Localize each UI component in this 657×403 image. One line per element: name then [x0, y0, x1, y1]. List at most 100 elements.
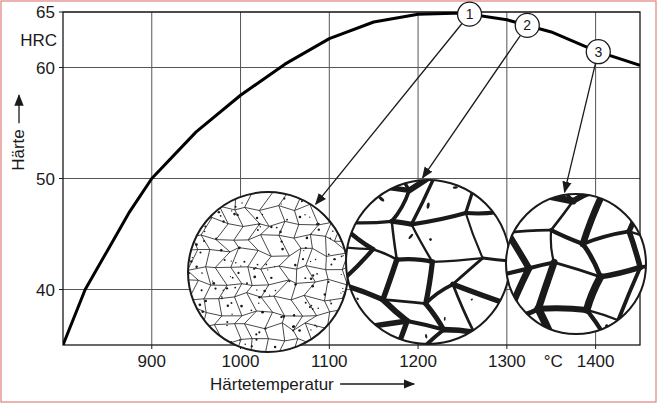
carbide-dot — [257, 229, 259, 231]
grain-boundary — [637, 356, 641, 391]
carbide — [470, 298, 473, 301]
carbide-dot — [274, 266, 275, 267]
grain-boundary — [412, 224, 433, 262]
grain-boundary — [469, 310, 508, 318]
carbide-dot — [264, 327, 266, 329]
carbide-dot — [310, 261, 311, 262]
grain-boundary — [583, 231, 629, 244]
grain-boundary — [339, 221, 392, 223]
carbide-dot — [222, 220, 224, 222]
grain-boundary — [466, 213, 483, 258]
grain-boundary — [432, 258, 482, 262]
grain-boundary — [453, 258, 483, 284]
grain-boundary — [319, 368, 356, 377]
carbide-dot — [274, 346, 276, 348]
carbide-dot — [251, 309, 253, 311]
carbide-dot — [314, 325, 316, 327]
carbide-dot — [231, 210, 232, 211]
carbide-dot — [253, 268, 255, 270]
carbide — [575, 183, 579, 188]
carbide-dot — [333, 258, 335, 260]
grain-boundary — [637, 390, 657, 393]
grain-boundary — [383, 300, 407, 321]
carbide-dot — [235, 206, 237, 208]
carbide — [467, 391, 471, 397]
y-tick — [59, 67, 63, 68]
grain-boundary — [560, 340, 587, 345]
grain-boundary — [542, 359, 561, 386]
grain-boundary — [526, 171, 558, 184]
x-tick-label: 1100 — [311, 352, 348, 371]
carbide-dot — [212, 280, 213, 281]
carbide — [604, 356, 607, 360]
carbide-dot — [270, 277, 272, 279]
grain-boundary — [457, 154, 511, 159]
carbide-dot — [230, 276, 231, 277]
carbide-dot — [246, 282, 248, 284]
carbide — [558, 400, 565, 403]
carbide-dot — [223, 289, 225, 291]
carbide-dot — [224, 259, 226, 261]
grain-boundary — [436, 172, 477, 176]
x-tick — [595, 345, 596, 349]
carbide-dot — [204, 231, 205, 232]
grain-boundary — [412, 213, 466, 224]
grain-boundary — [392, 221, 412, 224]
y-tick-label: 40 — [36, 281, 55, 300]
carbide — [503, 145, 508, 149]
carbide — [335, 154, 340, 156]
carbide-dot — [214, 287, 216, 289]
grain-boundary — [598, 351, 614, 382]
grain-boundary — [386, 361, 411, 377]
grain-boundary — [504, 376, 524, 397]
grain-boundary — [451, 132, 487, 143]
grain-boundary — [496, 183, 526, 212]
carbide-dot — [276, 227, 278, 229]
grain-boundary — [318, 140, 339, 144]
carbide — [374, 389, 377, 395]
grain-boundary — [551, 201, 573, 230]
carbide-dot — [316, 223, 318, 225]
carbide-dot — [341, 274, 342, 275]
micrograph-structure — [300, 132, 613, 403]
carbide-dot — [281, 248, 284, 251]
grain-boundary — [411, 361, 450, 379]
carbide-dot — [343, 255, 344, 256]
carbide-dot — [251, 345, 253, 347]
y-tick — [59, 289, 63, 290]
carbide-dot — [221, 296, 222, 297]
grain-boundary — [392, 190, 409, 221]
carbide-dot — [226, 321, 228, 323]
grain-boundary — [528, 352, 561, 359]
carbide-dot — [256, 289, 257, 290]
carbide-dot — [257, 264, 259, 266]
grain-boundary — [312, 303, 321, 333]
grain-boundary — [426, 284, 453, 303]
x-tick-label: 1400 — [577, 352, 615, 371]
micrograph-outline — [346, 180, 510, 344]
grain-boundary — [538, 308, 587, 310]
carbide-dot — [260, 226, 261, 227]
carbide-dot — [299, 216, 302, 219]
grain-boundary — [457, 154, 498, 190]
carbide-dot — [212, 282, 215, 285]
grain-boundary — [411, 361, 434, 400]
carbide-dot — [195, 243, 198, 246]
carbide — [579, 372, 583, 378]
carbide-dot — [304, 214, 305, 215]
grain-boundary — [543, 157, 592, 164]
x-tick-label: 900 — [138, 352, 166, 371]
carbide-dot — [199, 304, 202, 307]
grain-boundary — [339, 249, 374, 283]
y-tick-label: 50 — [36, 170, 55, 189]
x-tick — [329, 345, 330, 349]
carbide-dot — [280, 240, 282, 242]
carbide-dot — [267, 269, 268, 270]
carbide-dot — [220, 249, 223, 252]
carbide — [467, 155, 474, 161]
grain-boundary — [545, 342, 560, 366]
x-unit: °C — [544, 352, 563, 371]
grain-boundary — [321, 328, 364, 334]
carbide — [429, 373, 431, 379]
carbide-dot — [327, 281, 329, 283]
